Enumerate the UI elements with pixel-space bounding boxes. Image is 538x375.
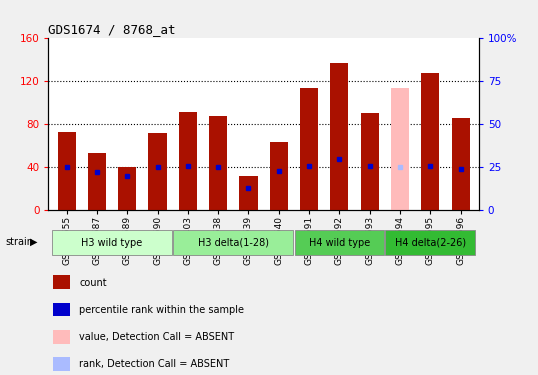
- Text: H3 delta(1-28): H3 delta(1-28): [198, 238, 269, 248]
- Bar: [53, 330, 70, 344]
- Bar: [53, 303, 70, 316]
- Text: H4 delta(2-26): H4 delta(2-26): [395, 238, 466, 248]
- Bar: [179, 112, 197, 210]
- Bar: [270, 142, 288, 210]
- Bar: [148, 134, 167, 210]
- Bar: [330, 63, 349, 210]
- Bar: [53, 275, 70, 289]
- Bar: [209, 116, 227, 210]
- Bar: [118, 167, 136, 210]
- Bar: [451, 118, 470, 210]
- Bar: [52, 230, 172, 255]
- Bar: [88, 153, 106, 210]
- Bar: [294, 230, 384, 255]
- Bar: [385, 230, 475, 255]
- Text: H4 wild type: H4 wild type: [309, 238, 370, 248]
- Bar: [58, 132, 76, 210]
- Text: GDS1674 / 8768_at: GDS1674 / 8768_at: [48, 23, 176, 36]
- Text: H3 wild type: H3 wild type: [81, 238, 143, 248]
- Bar: [391, 88, 409, 210]
- Bar: [239, 176, 258, 210]
- Bar: [53, 357, 70, 371]
- Text: percentile rank within the sample: percentile rank within the sample: [79, 305, 244, 315]
- Text: count: count: [79, 278, 107, 288]
- Bar: [300, 88, 318, 210]
- Text: value, Detection Call = ABSENT: value, Detection Call = ABSENT: [79, 332, 235, 342]
- Text: ▶: ▶: [30, 237, 37, 247]
- Bar: [173, 230, 293, 255]
- Bar: [421, 73, 440, 210]
- Bar: [360, 113, 379, 210]
- Text: strain: strain: [5, 237, 33, 247]
- Text: rank, Detection Call = ABSENT: rank, Detection Call = ABSENT: [79, 360, 229, 369]
